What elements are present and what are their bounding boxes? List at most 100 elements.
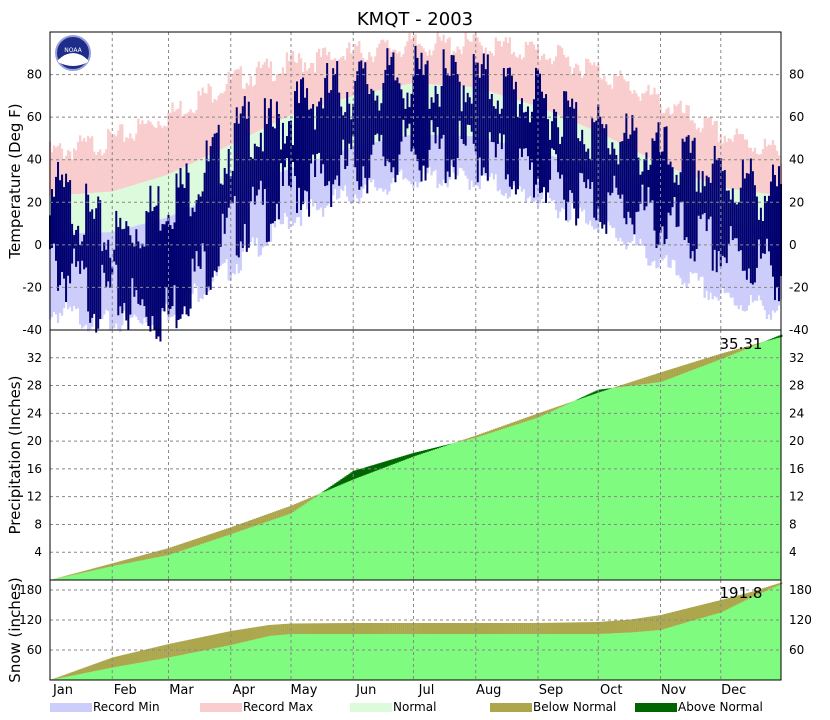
record-min-bar: [372, 142, 375, 180]
snow-below-normal-bar: [448, 623, 452, 634]
observed-temp-bar: [755, 196, 758, 268]
observed-temp-bar: [725, 190, 728, 264]
record-min-bar: [739, 224, 742, 306]
observed-temp-bar: [205, 140, 208, 296]
precipitation-below-normal-bar: [521, 419, 524, 423]
record-min-bar: [293, 166, 297, 223]
snow-below-normal-bar: [691, 607, 695, 621]
precipitation-below-normal-bar: [531, 415, 534, 420]
observed-temp-bar: [103, 242, 106, 273]
record-max-bar: [239, 66, 242, 140]
snow-below-normal-bar: [768, 586, 771, 590]
precipitation-above-normal-bar: [338, 480, 341, 486]
record-min-bar: [585, 166, 588, 224]
record-max-bar: [121, 124, 124, 189]
normal-bar: [72, 194, 76, 234]
snow-below-normal-bar: [183, 640, 186, 655]
precipitation-below-normal-bar: [133, 557, 136, 562]
precipitation-below-normal-bar: [85, 570, 88, 572]
observed-temp-bar: [669, 161, 672, 216]
observed-temp-bar: [637, 157, 640, 212]
record-max-bar: [380, 40, 383, 90]
record-max-bar: [82, 138, 86, 194]
snow-below-normal-bar: [135, 651, 138, 664]
precipitation-below-normal-bar: [513, 421, 516, 426]
precipitation-above-normal-bar: [322, 491, 325, 493]
record-max-bar: [291, 51, 295, 115]
snow-below-normal-bar: [157, 646, 160, 660]
record-max-bar: [191, 112, 194, 164]
snow-below-normal-bar: [521, 623, 524, 634]
record-min-bar: [400, 136, 403, 170]
record-max-bar: [183, 114, 186, 167]
observed-temp-bar: [75, 229, 78, 267]
observed-temp-bar: [611, 142, 614, 193]
snow-below-normal-bar: [320, 623, 323, 634]
observed-temp-bar: [105, 249, 108, 287]
record-max-bar: [133, 140, 136, 185]
observed-temp-bar: [432, 102, 435, 133]
month-label: Jul: [418, 683, 435, 698]
observed-temp-bar: [727, 190, 730, 244]
snow-below-normal-bar: [758, 589, 761, 594]
record-max-bar: [309, 62, 313, 109]
precipitation-below-normal-bar: [685, 364, 689, 373]
snow-below-normal-bar: [105, 659, 108, 669]
temperature-tick-label-right: 40: [789, 153, 804, 167]
record-max-bar: [679, 100, 682, 172]
precipitation-below-normal-bar: [535, 414, 538, 419]
record-max-bar: [155, 128, 158, 179]
precipitation-below-normal-bar: [131, 557, 134, 563]
record-max-bar: [348, 42, 351, 98]
observed-temp-bar: [378, 110, 381, 142]
record-max-bar: [149, 121, 152, 181]
record-max-bar: [285, 52, 289, 118]
record-max-bar: [87, 135, 90, 194]
precipitation-below-normal-bar: [754, 344, 757, 346]
precipitation-below-normal-bar: [559, 405, 562, 408]
record-max-bar: [669, 114, 672, 168]
precipitation-below-normal-bar: [119, 561, 122, 565]
snow-below-normal-bar: [159, 645, 162, 659]
snow-below-normal-bar: [284, 623, 287, 635]
precipitation-above-normal-bar: [579, 398, 582, 399]
record-min-bar: [767, 231, 771, 315]
observed-temp-bar: [424, 64, 427, 181]
snow-below-normal-bar: [661, 614, 664, 630]
observed-temp-bar: [291, 145, 294, 163]
observed-temp-bar: [434, 85, 437, 144]
snow-below-normal-bar: [69, 672, 72, 676]
precipitation-below-normal-bar: [679, 366, 682, 375]
observed-temp-bar: [119, 217, 122, 307]
precipitation-above-normal-bar: [420, 450, 423, 454]
precipitation-below-normal-bar: [713, 355, 717, 362]
snow-below-normal-bar: [513, 623, 516, 634]
record-min-bar: [607, 174, 610, 222]
precipitation-below-normal-bar: [139, 555, 142, 561]
record-max-bar: [249, 76, 252, 135]
precipitation-above-normal-bar: [593, 391, 596, 394]
snow-below-normal-bar: [113, 657, 116, 668]
observed-temp-bar: [703, 186, 706, 214]
snow-below-normal-bar: [764, 587, 767, 592]
observed-temp-bar: [179, 168, 182, 319]
record-max-bar: [727, 138, 730, 189]
precipitation-above-normal-bar: [388, 460, 391, 466]
precipitation-above-normal-bar: [426, 449, 429, 452]
normal-bar: [70, 194, 74, 234]
precipitation-axis-label: Precipitation (Inches): [6, 376, 24, 535]
record-max-bar: [470, 42, 473, 88]
observed-temp-bar: [374, 100, 377, 135]
record-min-bar: [80, 233, 84, 329]
precipitation-above-normal-bar: [414, 452, 417, 456]
precipitation-below-normal-bar: [466, 438, 470, 440]
precipitation-below-normal-bar: [145, 554, 148, 560]
snow-below-normal-bar: [71, 672, 74, 676]
record-max-bar: [528, 41, 532, 105]
observed-temp-bar: [693, 137, 696, 262]
observed-temp-bar: [167, 214, 170, 315]
snow-below-normal-bar: [209, 635, 213, 650]
precipitation-above-normal-bar: [410, 453, 413, 458]
precipitation-below-normal-bar: [268, 513, 271, 521]
precipitation-above-normal-bar: [342, 477, 345, 484]
